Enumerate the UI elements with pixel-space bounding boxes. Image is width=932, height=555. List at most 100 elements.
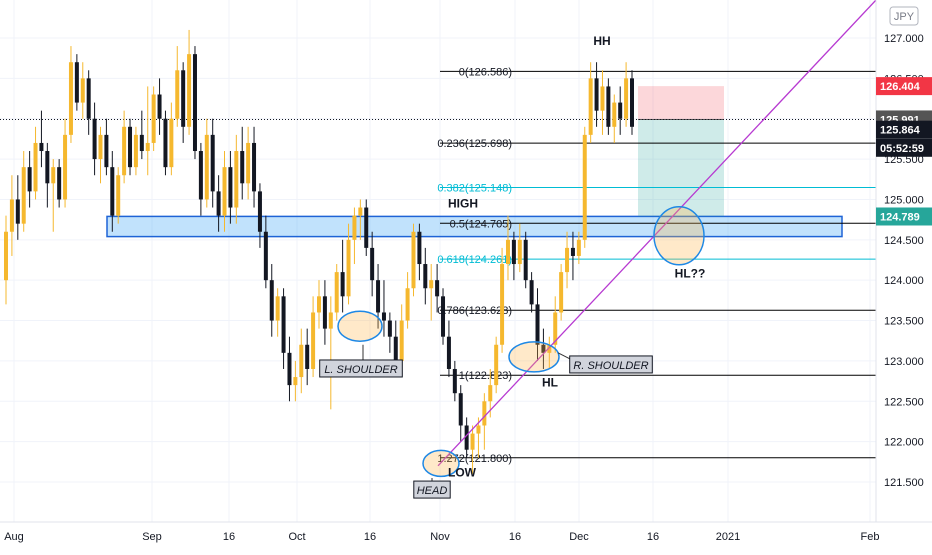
candle-body xyxy=(305,344,310,369)
annotation-box xyxy=(319,359,403,378)
currency-badge xyxy=(889,6,919,26)
candle-body xyxy=(411,231,416,289)
candle-body xyxy=(328,312,333,329)
y-tick-label: 125.000 xyxy=(884,194,924,206)
candle-body xyxy=(570,247,575,256)
y-tick-label: 121.500 xyxy=(884,477,924,489)
candle-body xyxy=(110,167,115,216)
candle-body xyxy=(535,304,540,345)
candle-body xyxy=(252,142,257,192)
candle-body xyxy=(494,344,499,386)
candle-body xyxy=(116,175,121,216)
y-tick-label: 127.000 xyxy=(884,33,924,45)
candle-body xyxy=(204,134,209,200)
candle-body xyxy=(387,320,392,337)
candle-body xyxy=(464,425,469,450)
take-profit-zone xyxy=(638,119,724,217)
candle-body xyxy=(15,199,20,224)
candle-body xyxy=(588,78,593,135)
candle-body xyxy=(181,70,186,127)
candle-body xyxy=(511,239,516,265)
candle-body xyxy=(187,54,192,127)
candle-body xyxy=(529,280,534,305)
annotation-label: HEAD xyxy=(417,485,448,497)
y-tick-label: 123.500 xyxy=(884,316,924,328)
x-tick-label: Nov xyxy=(430,531,450,543)
candle-body xyxy=(505,239,510,265)
candle-body xyxy=(151,94,156,143)
candle-body xyxy=(63,134,68,200)
candle-body xyxy=(4,231,8,281)
x-tick-label: Dec xyxy=(569,531,589,543)
candle-body xyxy=(405,288,410,321)
candle-body xyxy=(429,280,434,289)
candle-body xyxy=(275,296,280,321)
candle-body xyxy=(287,352,292,386)
right-shoulder-marker xyxy=(508,341,560,373)
higher-low-marker xyxy=(653,206,705,266)
x-tick-label: Aug xyxy=(4,531,24,543)
candle-body xyxy=(423,264,428,289)
candle-body xyxy=(417,231,422,265)
candle-body xyxy=(559,272,564,313)
candle-body xyxy=(169,118,174,168)
annotation-label: R. SHOULDER xyxy=(573,360,648,372)
candle-body xyxy=(624,78,629,119)
price-label-box xyxy=(876,207,932,226)
x-tick-label: Oct xyxy=(288,531,305,543)
candle-body xyxy=(476,425,481,434)
candle-body xyxy=(553,312,558,345)
candle-body xyxy=(618,102,623,119)
candle-body xyxy=(86,78,91,119)
fib-label: 0.382(125.148) xyxy=(437,183,512,195)
candle-body xyxy=(565,247,570,273)
fib-levels: 0(126.586) 0.236(125.698) 0.382(125.148) 0.… xyxy=(437,66,876,465)
annotation-box xyxy=(413,480,451,499)
candle-body xyxy=(33,142,38,192)
candle-body xyxy=(482,401,487,426)
candle-body xyxy=(517,239,522,265)
candle-body xyxy=(547,344,552,353)
candle-body xyxy=(488,385,493,402)
candle-body xyxy=(446,336,451,369)
candle-body xyxy=(346,239,351,297)
candle-body xyxy=(74,62,79,103)
annotation-box xyxy=(569,355,653,374)
x-tick-label: 16 xyxy=(364,531,376,543)
grid xyxy=(0,0,876,522)
y-tick-label: 125.500 xyxy=(884,154,924,166)
candle-body xyxy=(311,312,316,369)
candle-body xyxy=(122,126,127,176)
candle-body xyxy=(269,280,274,321)
axes: 127.000126.500126.000125.500125.000124.5… xyxy=(0,0,932,543)
candle-body xyxy=(263,231,268,281)
price-label: 125.864 xyxy=(880,125,921,137)
annotation-label: HIGH xyxy=(448,196,478,210)
fib-label: 0.236(125.698) xyxy=(437,138,512,150)
left-shoulder-marker xyxy=(337,310,383,342)
candle-body xyxy=(157,94,162,119)
candle-body xyxy=(523,239,528,281)
candle-body xyxy=(175,70,180,119)
candle-body xyxy=(612,102,617,127)
candle-body xyxy=(192,54,197,152)
y-tick-label: 123.000 xyxy=(884,356,924,368)
candle-body xyxy=(322,296,327,329)
candle-body xyxy=(340,272,345,297)
candle-body xyxy=(246,142,251,184)
candle-body xyxy=(399,320,404,361)
candle-body xyxy=(128,126,133,168)
candle-body xyxy=(139,134,144,152)
candle-body xyxy=(198,151,203,200)
candle-body xyxy=(630,78,634,127)
annotation-label: HL?? xyxy=(675,267,706,281)
candle-body xyxy=(441,296,446,337)
candle-body xyxy=(21,167,26,224)
candle-body xyxy=(470,433,475,450)
price-label: 124.789 xyxy=(880,211,920,223)
candles xyxy=(4,29,634,474)
candle-body xyxy=(163,118,168,168)
annotation-label: L. SHOULDER xyxy=(324,364,397,376)
